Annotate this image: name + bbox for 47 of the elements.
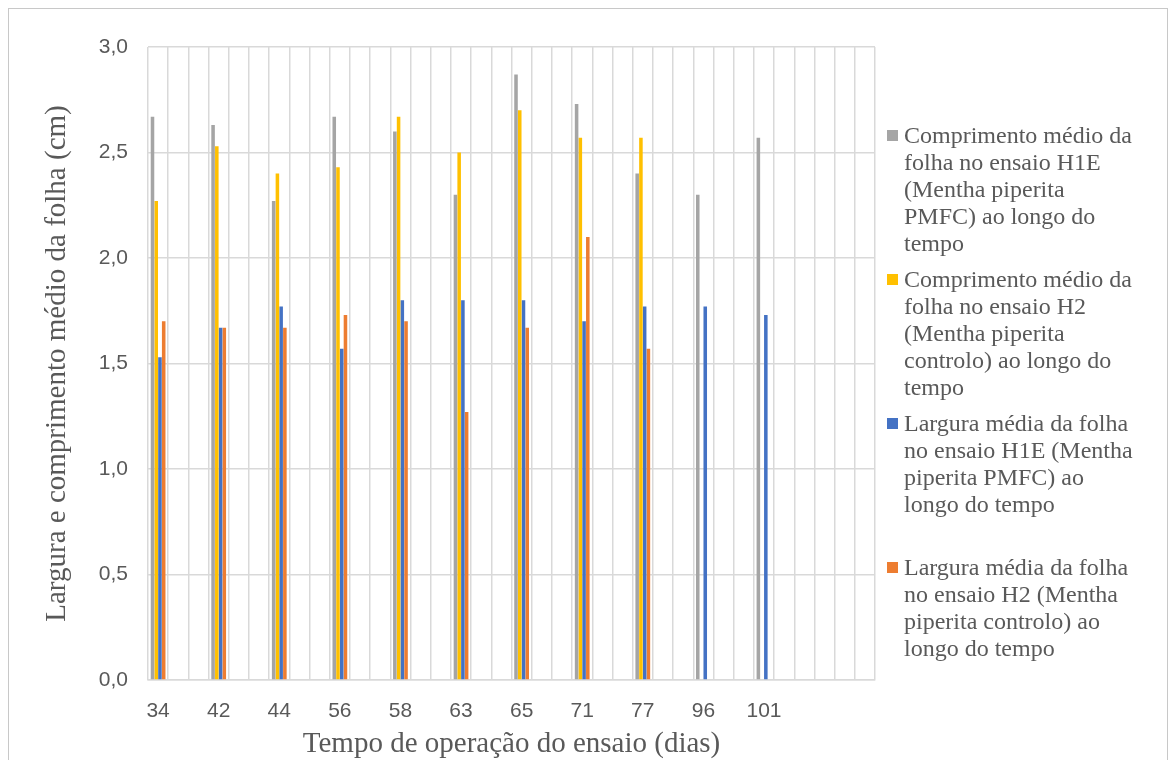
bar [586,236,590,680]
y-tick-label: 0,0 [98,666,128,690]
bar [582,321,586,680]
y-tick-label: 0,5 [98,561,128,585]
x-axis-title: Tempo de operação do ensaio (dias) [302,726,721,760]
bar [211,125,215,680]
bar [154,201,158,680]
bar [457,152,461,680]
legend-label: Comprimento médio da folha no ensaio H1E (Mentha piperita PMFC) ao longo do tempo [904,122,1133,257]
x-tick-label: 71 [570,698,594,722]
bar [332,116,337,680]
bar [158,357,162,680]
bar [696,194,700,680]
bar [517,110,522,680]
x-tick-label: 42 [207,698,231,722]
bar [703,306,708,680]
bar [525,327,529,680]
bar [215,146,219,680]
x-tick-label: 77 [631,698,655,722]
legend-label: Comprimento médio da folha no ensaio H2 (Mentha piperita controlo) ao longo do tempo [904,266,1133,401]
legend-label: Largura média da folha no ensaio H1E (Mentha piperita PMFC) ao longo do tempo [904,410,1134,518]
bar [279,306,283,680]
bar [514,74,518,680]
y-tick-label: 3,0 [98,33,128,57]
x-tick-label: 96 [691,698,716,722]
x-tick-label: 63 [449,698,473,722]
y-tick-label: 1,5 [98,350,128,374]
x-tick-label: 34 [146,698,171,722]
x-tick-label: 65 [509,698,534,722]
legend-label: Largura média da folha no ensaio H2 (Mentha piperita controlo) ao longo do tempo [904,554,1130,662]
bar [404,321,408,680]
bar [639,137,643,680]
y-tick-label: 1,0 [98,455,128,479]
x-tick-label: 44 [267,698,292,722]
bar [339,348,344,680]
bar [283,327,287,680]
x-tick-label: 101 [746,698,782,722]
bar [764,314,768,680]
bar [461,300,465,680]
y-tick-label: 2,5 [98,139,128,163]
x-tick-label: 56 [328,698,352,722]
x-tick-label: 58 [388,698,413,722]
bar [635,173,639,680]
y-axis-title: Largura e comprimento médio da folha (cm) [39,105,73,622]
y-tick-label: 2,0 [98,244,128,268]
bar [336,167,340,680]
bar [393,131,397,680]
